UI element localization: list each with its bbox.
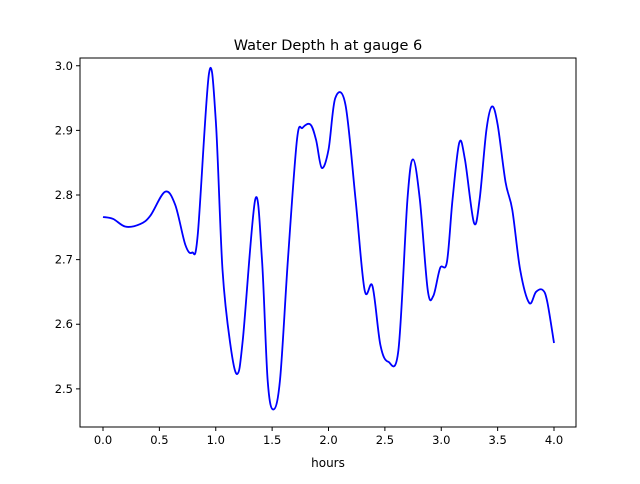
chart-title: Water Depth h at gauge 6: [234, 38, 422, 54]
series-line-h: [102, 66, 555, 411]
y-tick-label: 2.9: [55, 123, 73, 137]
x-tick-label: 0.5: [150, 433, 168, 447]
x-tick-label: 3.0: [432, 433, 450, 447]
y-axis: 2.5 2.6 2.7 2.8 2.9 3.0: [55, 59, 80, 396]
x-tick-label: 2.5: [376, 433, 394, 447]
x-tick-label: 1.5: [263, 433, 281, 447]
x-tick-label: 4.0: [545, 433, 563, 447]
y-tick-label: 2.8: [55, 188, 73, 202]
x-tick-label: 3.5: [488, 433, 506, 447]
x-tick-label: 0.0: [94, 433, 112, 447]
x-tick-label: 1.0: [207, 433, 225, 447]
x-axis-label: hours: [311, 456, 345, 470]
y-tick-label: 2.6: [55, 317, 73, 331]
plot-frame: [79, 57, 577, 428]
y-tick-label: 2.5: [55, 382, 73, 396]
y-tick-label: 3.0: [55, 59, 73, 73]
y-tick-label: 2.7: [55, 253, 73, 267]
x-axis: 0.0 0.5 1.0 1.5 2.0 2.5 3.0 3.5 4.0: [94, 427, 563, 447]
x-tick-label: 2.0: [319, 433, 337, 447]
